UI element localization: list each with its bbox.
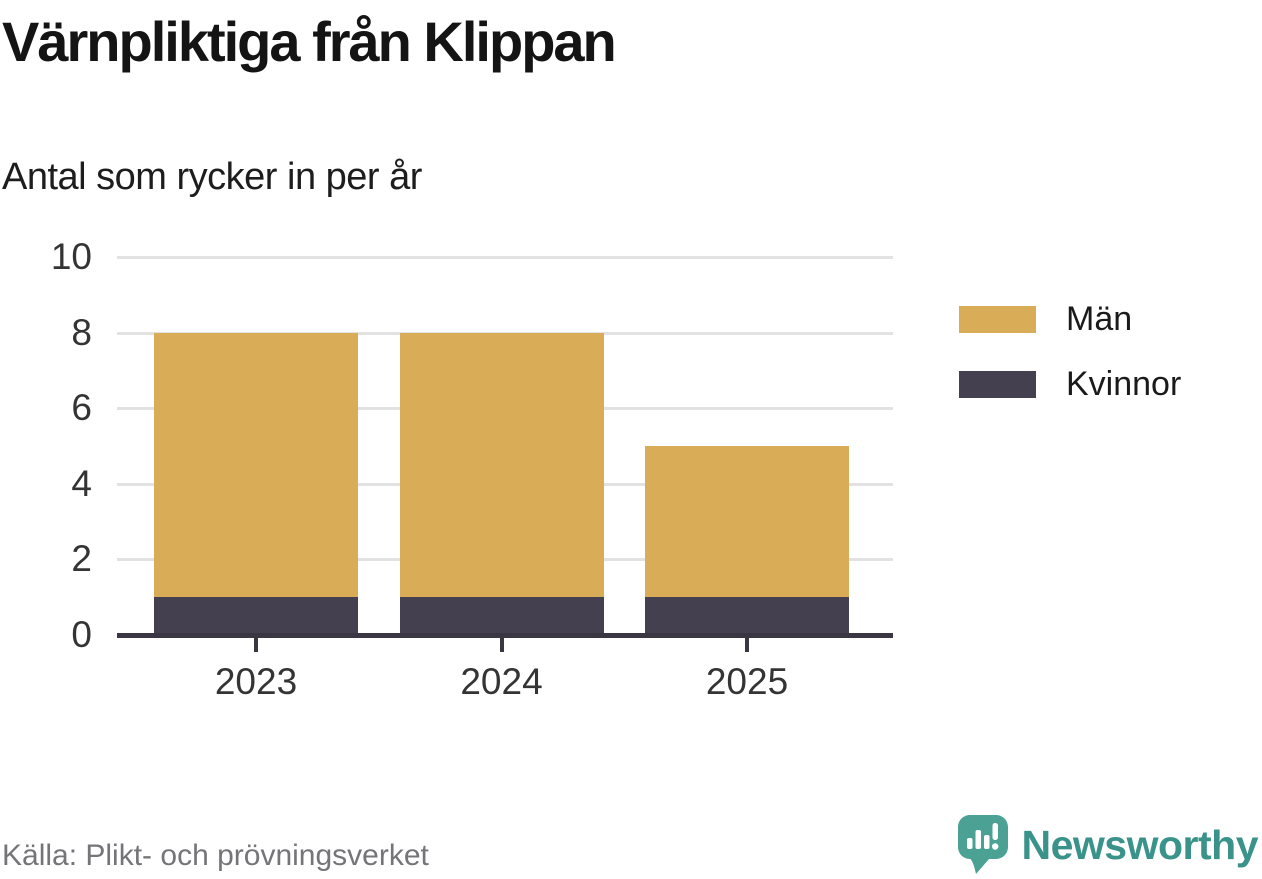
legend-swatch-kvinnor bbox=[959, 370, 1036, 398]
bar-segment-män-2023 bbox=[154, 332, 358, 598]
chart-title: Värnpliktiga från Klippan bbox=[2, 10, 617, 73]
logo-bar-tall bbox=[975, 830, 981, 849]
legend-item-män: Män bbox=[959, 301, 1181, 337]
y-tick-label-4: 4 bbox=[71, 462, 92, 504]
logo-exclamation-dot bbox=[991, 843, 998, 850]
x-tick-2023 bbox=[254, 638, 258, 652]
gridline-10 bbox=[117, 256, 893, 259]
y-tick-label-2: 2 bbox=[71, 538, 92, 580]
bar-segment-kvinnor-2025 bbox=[645, 597, 849, 635]
bar-segment-kvinnor-2024 bbox=[399, 597, 604, 635]
chart-subtitle: Antal som rycker in per år bbox=[2, 156, 422, 198]
legend-swatch-män bbox=[959, 305, 1036, 333]
y-tick-label-0: 0 bbox=[71, 614, 92, 655]
legend: Män Kvinnor bbox=[959, 301, 1181, 402]
x-tick-label-2023: 2023 bbox=[214, 661, 298, 702]
plot-area bbox=[117, 256, 893, 652]
legend-label-män: Män bbox=[1066, 300, 1133, 338]
bar-segment-kvinnor-2023 bbox=[154, 597, 358, 635]
bar-segment-män-2024 bbox=[399, 332, 604, 598]
bar-segment-män-2025 bbox=[645, 446, 849, 598]
legend-label-kvinnor: Kvinnor bbox=[1066, 365, 1182, 403]
y-tick-label-6: 6 bbox=[71, 387, 92, 429]
newsworthy-wordmark: Newsworthy bbox=[1021, 822, 1259, 868]
y-tick-label-10: 10 bbox=[50, 236, 92, 277]
source-note: Källa: Plikt- och prövningsverket bbox=[2, 839, 429, 872]
x-tick-2024 bbox=[499, 638, 504, 652]
x-tick-label-2025: 2025 bbox=[705, 661, 789, 702]
x-axis-line bbox=[117, 633, 893, 638]
logo-bar-short bbox=[966, 838, 972, 849]
x-tick-label-2024: 2024 bbox=[460, 661, 543, 702]
newsworthy-brand: Newsworthy bbox=[957, 815, 1259, 875]
y-tick-label-8: 8 bbox=[71, 311, 92, 353]
logo-bar-medium bbox=[983, 835, 989, 849]
logo-exclamation-stem bbox=[992, 823, 998, 840]
x-tick-2025 bbox=[745, 638, 749, 652]
legend-item-kvinnor: Kvinnor bbox=[959, 366, 1181, 402]
newsworthy-logo-icon bbox=[957, 815, 1008, 874]
